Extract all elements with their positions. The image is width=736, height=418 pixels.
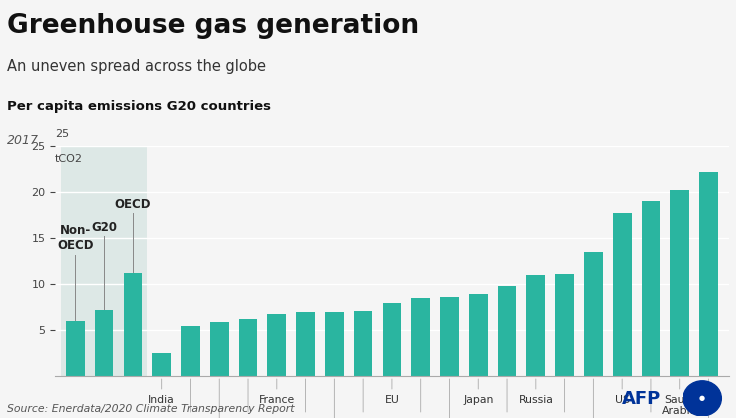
Text: Mexico: Mexico xyxy=(229,379,267,418)
Bar xyxy=(411,298,430,376)
Text: S.Africa: S.Africa xyxy=(486,379,528,418)
Bar xyxy=(61,146,147,376)
Text: EU: EU xyxy=(384,379,400,405)
Bar xyxy=(555,274,574,376)
Text: 25: 25 xyxy=(55,129,69,139)
Text: Per capita emissions G20 countries: Per capita emissions G20 countries xyxy=(7,100,272,113)
Text: India: India xyxy=(149,379,175,405)
Bar xyxy=(469,294,488,376)
Text: Turkey: Turkey xyxy=(173,379,208,418)
Bar xyxy=(296,312,315,376)
Text: Britain: Britain xyxy=(345,379,381,418)
Bar xyxy=(181,326,199,376)
Bar xyxy=(152,353,171,376)
Bar xyxy=(267,314,286,376)
Bar xyxy=(670,191,689,376)
Text: G20: G20 xyxy=(91,221,117,234)
Bar xyxy=(354,311,372,376)
Text: tCO2: tCO2 xyxy=(55,154,83,164)
Bar xyxy=(642,201,660,376)
Bar xyxy=(124,273,142,376)
Text: An uneven spread across the globe: An uneven spread across the globe xyxy=(7,59,266,74)
Bar xyxy=(699,172,718,376)
Text: AFP: AFP xyxy=(622,390,661,408)
Text: Argentina: Argentina xyxy=(423,379,476,418)
Text: Germany: Germany xyxy=(539,379,590,418)
Text: 2017: 2017 xyxy=(7,134,39,147)
Text: Source: Enerdata/2020 Climate Transparency Report: Source: Enerdata/2020 Climate Transparen… xyxy=(7,404,295,414)
Bar xyxy=(584,252,603,376)
Text: Italy: Italy xyxy=(294,379,317,418)
Bar xyxy=(526,275,545,376)
Text: Non-
OECD: Non- OECD xyxy=(57,224,93,252)
Bar xyxy=(383,303,401,376)
Text: Indonesia: Indonesia xyxy=(193,379,246,418)
Bar xyxy=(325,312,344,376)
Text: Greenhouse gas generation: Greenhouse gas generation xyxy=(7,13,420,38)
Text: Saudi
Arabia: Saudi Arabia xyxy=(662,379,697,416)
Text: China: China xyxy=(406,379,436,418)
Text: OECD: OECD xyxy=(115,198,151,211)
Text: ●: ● xyxy=(699,395,705,401)
Circle shape xyxy=(683,381,721,416)
Bar xyxy=(210,322,229,376)
Bar xyxy=(95,310,113,376)
Bar xyxy=(440,297,459,376)
Bar xyxy=(238,319,258,376)
Text: S.Korea: S.Korea xyxy=(573,379,614,418)
Text: Japan: Japan xyxy=(463,379,493,405)
Text: Canada: Canada xyxy=(630,379,672,418)
Text: Brazil: Brazil xyxy=(319,379,350,418)
Bar xyxy=(613,212,631,376)
Bar xyxy=(498,286,517,376)
Text: Russia: Russia xyxy=(518,379,553,405)
Bar xyxy=(66,321,85,376)
Text: US: US xyxy=(615,379,630,405)
Text: France: France xyxy=(258,379,295,405)
Text: Australia: Australia xyxy=(684,379,732,418)
